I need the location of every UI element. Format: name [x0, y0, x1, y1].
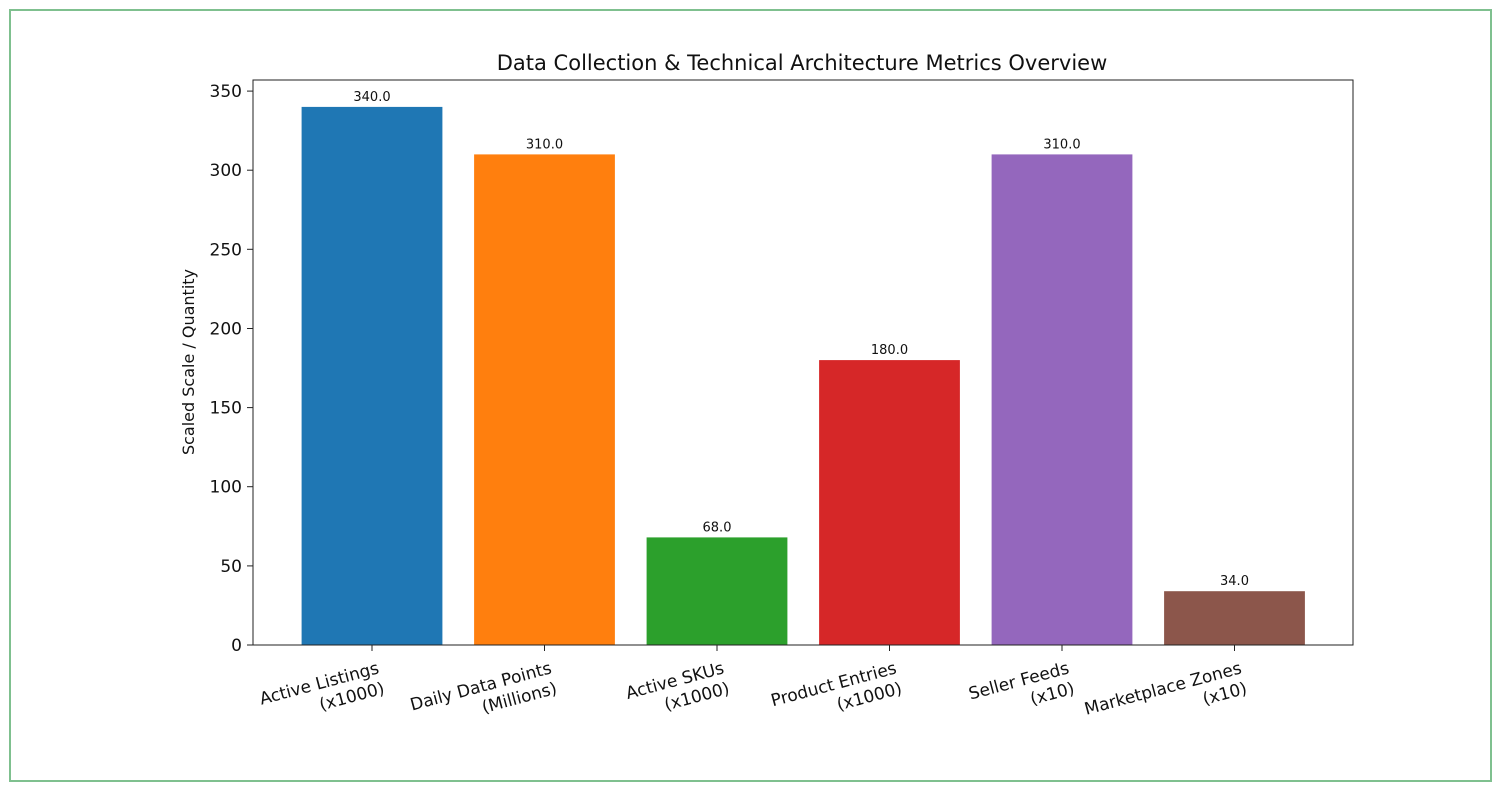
y-tick-label: 150	[210, 399, 242, 419]
bar	[991, 154, 1133, 645]
bar-value-label: 340.0	[353, 90, 390, 105]
bar-value-label: 310.0	[1043, 137, 1080, 152]
bar	[646, 537, 788, 645]
bar-value-label: 310.0	[526, 137, 563, 152]
y-tick-label: 350	[210, 82, 242, 102]
bar	[1164, 591, 1305, 645]
bar	[301, 106, 443, 645]
bar-value-label: 34.0	[1220, 574, 1249, 589]
y-tick-label: 200	[210, 320, 242, 340]
plot-area: 340.0 Active Listings(x1000) 310.0 Daily Da…	[210, 79, 1354, 739]
axes-frame	[252, 79, 1354, 646]
x-tick-label: Product Entries(x1000)	[769, 658, 905, 731]
y-tick-label: 300	[210, 161, 242, 181]
x-tick-label: Daily Data Points(Millions)	[408, 658, 559, 735]
y-tick-label: 100	[210, 478, 242, 498]
bar-value-label: 68.0	[703, 520, 732, 535]
x-tick-label: Marketplace Zones(x10)	[1082, 658, 1249, 739]
x-tick-label: Active Listings(x1000)	[257, 658, 386, 729]
bar	[474, 154, 615, 645]
y-axis-label: Scaled Scale / Quantity	[179, 269, 198, 455]
y-tick-label: 0	[231, 636, 242, 656]
chart-title: Data Collection & Technical Architecture…	[497, 51, 1108, 75]
y-tick-label: 250	[210, 240, 242, 260]
bar-value-label: 180.0	[871, 343, 908, 358]
chart-frame	[9, 9, 1492, 782]
bar	[819, 360, 960, 645]
y-tick-label: 50	[220, 557, 242, 577]
x-tick-label: Seller Feeds(x10)	[967, 658, 1077, 724]
x-tick-label: Active SKUs(x1000)	[624, 658, 732, 724]
